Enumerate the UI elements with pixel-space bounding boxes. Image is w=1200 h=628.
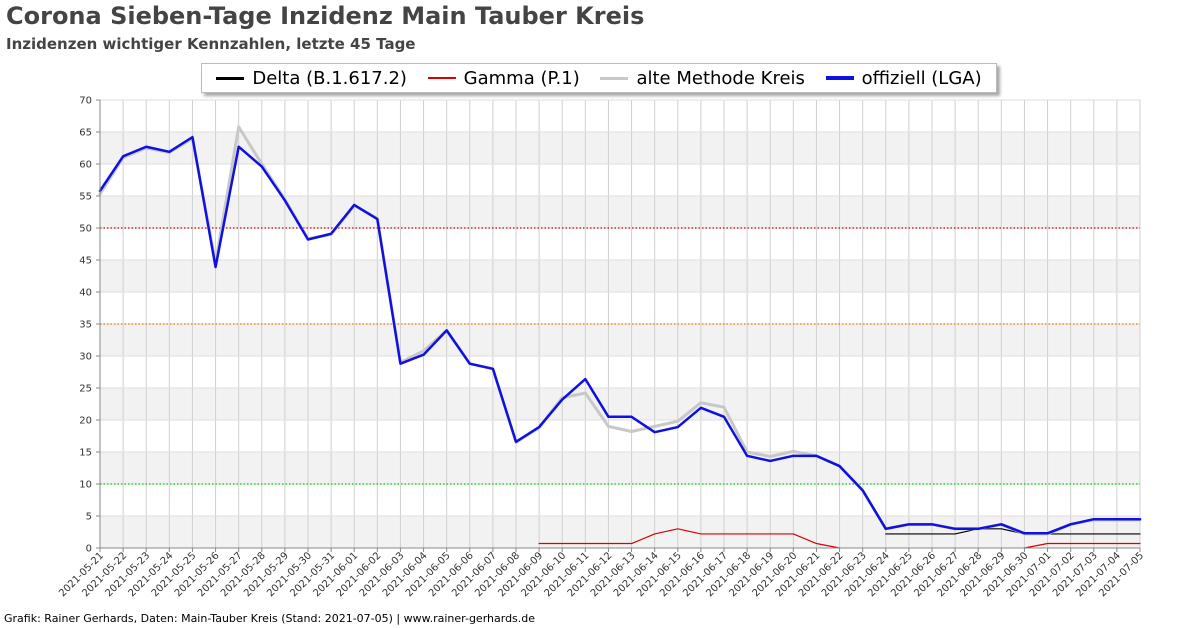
y-tick-label: 70: [79, 96, 92, 107]
legend-item-offiziell-lga: offiziell (LGA): [825, 67, 982, 89]
y-tick-label: 65: [79, 128, 92, 139]
legend-label: Gamma (P.1): [463, 67, 580, 89]
y-tick-label: 40: [79, 288, 92, 299]
legend-swatch: [216, 76, 245, 80]
legend-swatch: [427, 77, 456, 79]
y-tick-label: 35: [79, 320, 92, 331]
chart-subtitle: Inzidenzen wichtiger Kennzahlen, letzte …: [6, 35, 416, 53]
y-tick-label: 5: [86, 512, 92, 523]
credit-footer: Grafik: Rainer Gerhards, Daten: Main-Tau…: [4, 612, 536, 625]
band: [100, 260, 1140, 292]
y-tick-label: 0: [86, 544, 92, 555]
band: [100, 196, 1140, 228]
band: [100, 452, 1140, 484]
legend-label: Delta (B.1.617.2): [252, 67, 407, 89]
y-tick-label: 50: [79, 224, 92, 235]
y-tick-label: 55: [79, 192, 92, 203]
y-tick-label: 10: [79, 480, 92, 491]
legend-swatch: [825, 76, 854, 80]
chart-title: Corona Sieben-Tage Inzidenz Main Tauber …: [6, 2, 645, 30]
y-axis: 0 5 10 15 20 25 30 35 40 45 50 55 60 65 70: [79, 96, 101, 555]
legend-label: alte Methode Kreis: [636, 67, 805, 89]
series-line-gamma-p-1: [538, 528, 1141, 549]
legend-label: offiziell (LGA): [861, 67, 982, 89]
grid-lines: [99, 99, 1141, 549]
legend-item-delta-b-1-617-2: Delta (B.1.617.2): [216, 68, 407, 89]
band: [100, 132, 1140, 164]
x-axis: 2021-05-212021-05-222021-05-232021-05-24…: [57, 547, 1146, 599]
y-tick-label: 20: [79, 416, 92, 427]
y-tick-label: 30: [79, 352, 92, 363]
series-lines: [98, 125, 1142, 549]
series-line-delta-b-1-617-2: [885, 528, 1141, 535]
band: [100, 388, 1140, 420]
band: [100, 324, 1140, 356]
y-tick-label: 60: [79, 160, 92, 171]
series-line-offiziell-lga: [98, 135, 1142, 535]
y-tick-label: 15: [79, 448, 92, 459]
legend-item-alte-methode-kreis: alte Methode Kreis: [600, 67, 805, 89]
y-tick-label: 25: [79, 384, 92, 395]
band: [100, 516, 1140, 548]
y-tick-label: 45: [79, 256, 92, 267]
legend: Delta (B.1.617.2) Gamma (P.1) alte Methode…: [201, 63, 997, 93]
legend-item-gamma-p-1: Gamma (P.1): [427, 67, 580, 89]
legend-swatch: [600, 76, 629, 80]
